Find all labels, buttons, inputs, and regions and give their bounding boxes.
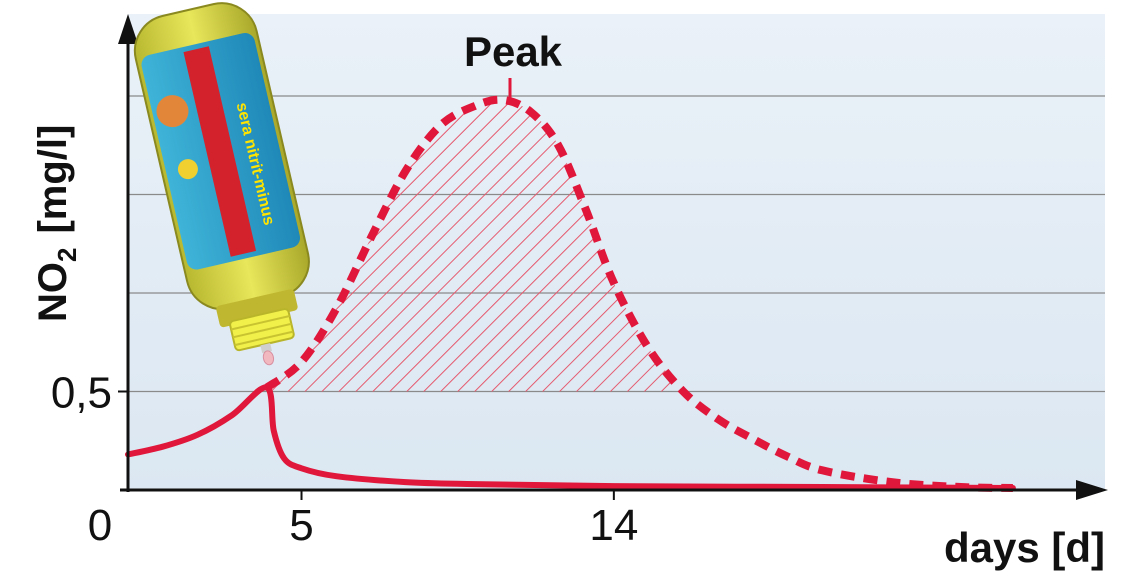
y-axis-arrow (118, 14, 138, 44)
x-tick-label: 14 (589, 501, 638, 550)
y-axis-label-unit: [mg/l] (31, 125, 75, 234)
svg-text:NO2[mg/l]: NO2 [mg/l] (31, 125, 82, 322)
peak-annotation: Peak (464, 28, 563, 75)
y-tick-label: 0,5 (51, 369, 112, 418)
x-axis-arrow (1076, 480, 1108, 500)
x-tick-label: 0 (88, 501, 112, 550)
series-layer (125, 95, 1016, 492)
x-tick-label: 5 (289, 501, 313, 550)
axes (118, 14, 1108, 500)
y-axis-label: NO2 [mg/l] (31, 125, 82, 322)
series-line-solid (125, 384, 1016, 491)
y-axis-label-sub: 2 (52, 248, 82, 262)
x-axis-label: days [d] (944, 524, 1105, 571)
peak-hatched-area (266, 99, 684, 392)
series-line-dashed (264, 95, 1013, 492)
y-axis-label-main: NO (31, 262, 75, 322)
sera-nitrit-minus-bottle-icon: sera nitrit-minus (133, 2, 310, 366)
ticks: 0 5 14 0,5 (51, 369, 639, 551)
